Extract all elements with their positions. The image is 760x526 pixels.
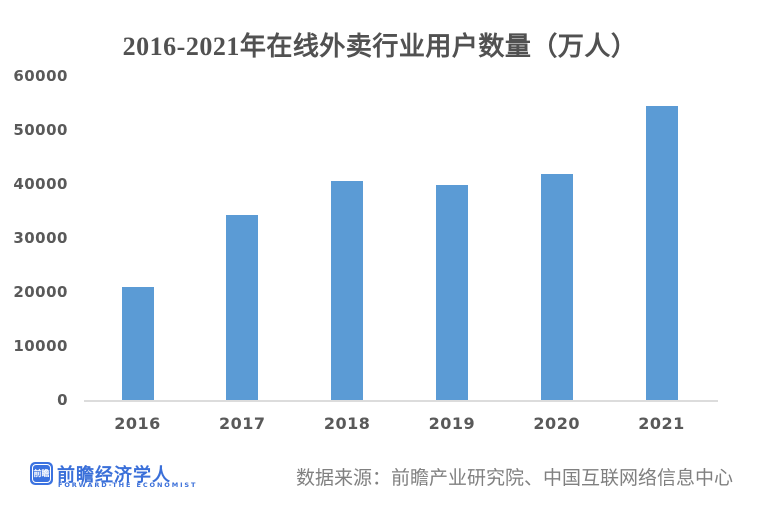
data-source-note: 数据来源：前瞻产业研究院、中国互联网络信息中心	[295, 467, 733, 489]
brand-tagline: FORWARD-THE ECONOMIST	[58, 481, 198, 489]
x-tick-label-2016: 2016	[114, 414, 161, 433]
brand-name: 前瞻经济学人	[57, 465, 171, 486]
x-tick-label-2020: 2020	[533, 414, 580, 433]
y-tick-label: 60000	[13, 67, 68, 85]
footer: 前瞻 前瞻经济学人 FORWARD-THE ECONOMIST 数据来源：前瞻产…	[0, 440, 760, 526]
brand-logo-icon-text: 前瞻	[32, 464, 51, 483]
x-tick-label-2018: 2018	[323, 414, 371, 433]
bar-2018	[331, 180, 364, 400]
bar-2016	[121, 287, 154, 400]
bar-2021	[645, 106, 678, 400]
y-tick-label: 50000	[13, 121, 68, 139]
x-tick-label-2021: 2021	[638, 414, 685, 433]
x-axis-line	[84, 400, 718, 402]
y-tick-label: 0	[57, 391, 68, 409]
x-tick-label-2017: 2017	[219, 414, 266, 433]
brand-logo-icon: 前瞻	[30, 462, 53, 485]
y-tick-label: 10000	[13, 337, 68, 355]
bar-2017	[226, 214, 259, 400]
y-tick-label: 20000	[13, 283, 68, 301]
chart-title: 2016-2021年在线外卖行业用户数量（万人）	[122, 32, 638, 61]
bar-2019	[435, 185, 468, 400]
bar-2020	[540, 173, 573, 400]
plot-area: 0 10000 20000 30000 40000 50000 60000 2016 2017 2…	[13, 67, 718, 433]
y-tick-label: 30000	[13, 229, 68, 247]
x-tick-label-2019: 2019	[428, 414, 476, 433]
y-tick-label: 40000	[13, 175, 68, 193]
